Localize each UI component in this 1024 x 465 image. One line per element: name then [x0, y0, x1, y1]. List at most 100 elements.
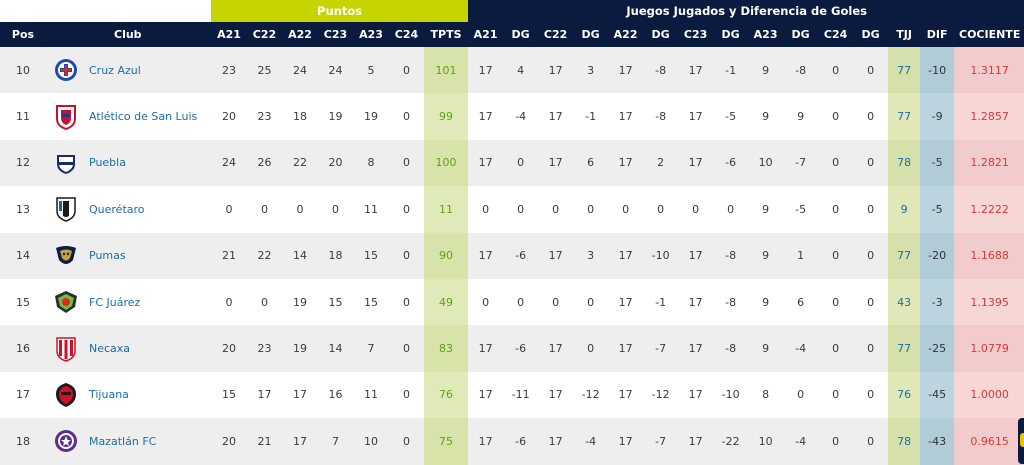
- cell-jj-c23: 17: [678, 371, 714, 419]
- header-dg-c23[interactable]: DG: [713, 22, 749, 47]
- cell-a21: 0: [211, 186, 247, 233]
- club-name-link[interactable]: FC Juárez: [89, 295, 141, 309]
- club-wrapper: Querétaro: [46, 186, 211, 232]
- cell-c23: 20: [318, 139, 353, 187]
- club-name-link[interactable]: Pumas: [89, 249, 126, 263]
- club-name-link[interactable]: Necaxa: [89, 342, 131, 356]
- club-name-link[interactable]: Querétaro: [89, 202, 145, 216]
- cell-tjj: 9: [888, 186, 921, 233]
- cell-c23: 7: [318, 418, 353, 465]
- table-row[interactable]: 10 Cruz Azul 23 25 24 24 5 0 101 17 4 17 3 17 -8 17 -1 9-…: [0, 47, 1024, 94]
- cell-club[interactable]: Pumas: [46, 232, 211, 279]
- cell-jj-c22: 17: [538, 418, 574, 465]
- header-jj-a23[interactable]: A23: [748, 22, 784, 47]
- cell-jj-a21: 17: [468, 325, 504, 372]
- header-jj-c22[interactable]: C22: [538, 22, 574, 47]
- fc-juarez-logo: [53, 289, 79, 315]
- cell-a21: 20: [211, 325, 247, 372]
- cell-a22: 17: [282, 371, 318, 419]
- cruz-azul-logo: [53, 57, 79, 83]
- header-tjj[interactable]: TJJ: [888, 22, 921, 47]
- header-cociente[interactable]: COCIENTE: [954, 22, 1024, 47]
- table-row[interactable]: 16 Necaxa 20 23 19 14 7 0 83 17 -6 17 0 17 -7 17 -8 9 -4 0 0…: [0, 325, 1024, 372]
- cell-c23: 24: [318, 47, 353, 94]
- cell-pos: 15: [0, 278, 46, 326]
- club-name-link[interactable]: Mazatlán FC: [89, 434, 157, 448]
- cell-tpts: 76: [424, 371, 469, 419]
- header-pos[interactable]: Pos: [0, 22, 46, 47]
- header-a23[interactable]: A23: [353, 22, 389, 47]
- header-dg-a22[interactable]: DG: [643, 22, 679, 47]
- header-c24[interactable]: C24: [389, 22, 424, 47]
- cell-c23: 18: [318, 232, 353, 279]
- header-jj-a22[interactable]: A22: [608, 22, 644, 47]
- cell-tjj: 43: [888, 278, 921, 326]
- header-a21[interactable]: A21: [211, 22, 247, 47]
- header-c23[interactable]: C23: [318, 22, 353, 47]
- cell-dg-c22: 0: [573, 186, 609, 233]
- header-jj-c24[interactable]: C24: [818, 22, 854, 47]
- cell-dif: -25: [920, 325, 955, 372]
- cell-jj-c24: 0: [818, 93, 854, 140]
- cell-jj-a22: 17: [608, 139, 644, 187]
- cell-dif: -43: [920, 418, 955, 465]
- cell-cociente: 1.2821: [954, 139, 1024, 187]
- cell-a23: 11: [353, 371, 389, 419]
- header-dg-c22[interactable]: DG: [573, 22, 609, 47]
- cell-club[interactable]: Querétaro: [46, 186, 211, 233]
- table-row[interactable]: 18 Mazatlán FC 20 21 17 7 10 0 75 17 -6 17 -4 17 -7 17-…: [0, 418, 1024, 465]
- header-dg-c24[interactable]: DG: [853, 22, 889, 47]
- header-club[interactable]: Club: [46, 22, 211, 47]
- cell-a21: 21: [211, 232, 247, 279]
- cell-dg-a21: 0: [503, 186, 539, 233]
- cell-c22: 23: [247, 325, 282, 372]
- header-c22[interactable]: C22: [247, 22, 282, 47]
- header-dif[interactable]: DIF: [920, 22, 955, 47]
- club-name-link[interactable]: Puebla: [89, 156, 126, 170]
- cell-c24: 0: [389, 232, 424, 279]
- cell-jj-a23: 9: [748, 278, 784, 326]
- cell-club[interactable]: Tijuana: [46, 371, 211, 419]
- cell-club[interactable]: Cruz Azul: [46, 47, 211, 94]
- table-row[interactable]: 17 Tijuana 15 17 17 16 11 0 76 17 -11 17 -12 17 -12 17-…: [0, 371, 1024, 419]
- header-dg-a23[interactable]: DG: [783, 22, 819, 47]
- cell-club[interactable]: Necaxa: [46, 325, 211, 372]
- cell-dg-c23: -22: [713, 418, 749, 465]
- header-jj-a21[interactable]: A21: [468, 22, 504, 47]
- club-name-link[interactable]: Cruz Azul: [89, 63, 141, 77]
- cell-dg-c23: -1: [713, 47, 749, 94]
- cell-tpts: 101: [424, 47, 469, 94]
- cell-club[interactable]: Atlético de San Luis: [46, 93, 211, 140]
- cell-dg-c22: 6: [573, 139, 609, 187]
- cell-jj-c23: 17: [678, 325, 714, 372]
- cell-pos: 10: [0, 47, 46, 94]
- cell-tjj: 77: [888, 232, 921, 279]
- cell-club[interactable]: Mazatlán FC: [46, 418, 211, 465]
- cell-club[interactable]: Puebla: [46, 139, 211, 187]
- table-row[interactable]: 15 FC Juárez 0 0 19 15 15 0 49 0 0 0 0 17 -1 17 -8 9 6 0 0 43…: [0, 278, 1024, 326]
- header-jj-c23[interactable]: C23: [678, 22, 714, 47]
- club-wrapper: FC Juárez: [46, 279, 211, 325]
- cell-jj-c24: 0: [818, 139, 854, 187]
- cell-a23: 11: [353, 186, 389, 233]
- cell-club[interactable]: FC Juárez: [46, 278, 211, 326]
- cell-c24: 0: [389, 186, 424, 233]
- table-row[interactable]: 12 Puebla 24 26 22 20 8 0 100 17 0 17 6 17 2 17 -6 10 -7 0 0…: [0, 139, 1024, 187]
- cell-jj-c23: 17: [678, 47, 714, 94]
- table-row[interactable]: 14 Pumas 21 22 14 18 15 0 90 17 -6 17 3 17 -10 17 -8 9 1 0 0…: [0, 232, 1024, 279]
- cell-dif: -20: [920, 232, 955, 279]
- club-name-link[interactable]: Tijuana: [89, 388, 129, 402]
- table-row[interactable]: 11 Atlético de San Luis 20 23 18 19 19 0 99 17 -4 1…: [0, 93, 1024, 140]
- club-name-link[interactable]: Atlético de San Luis: [89, 110, 198, 124]
- cell-dif: -45: [920, 371, 955, 419]
- cell-jj-a22: 17: [608, 371, 644, 419]
- header-dg-a21[interactable]: DG: [503, 22, 539, 47]
- cell-dg-c24: 0: [853, 278, 889, 326]
- cell-a21: 20: [211, 93, 247, 140]
- table-row[interactable]: 13 Querétaro 0 0 0 0 11 0 11 0 0 0 0 0 0 0 0 9 -5 0 0 9 -5 1.22…: [0, 186, 1024, 233]
- necaxa-logo: [53, 336, 79, 362]
- header-tpts[interactable]: TPTS: [424, 22, 469, 47]
- header-a22[interactable]: A22: [282, 22, 318, 47]
- cell-dg-c24: 0: [853, 418, 889, 465]
